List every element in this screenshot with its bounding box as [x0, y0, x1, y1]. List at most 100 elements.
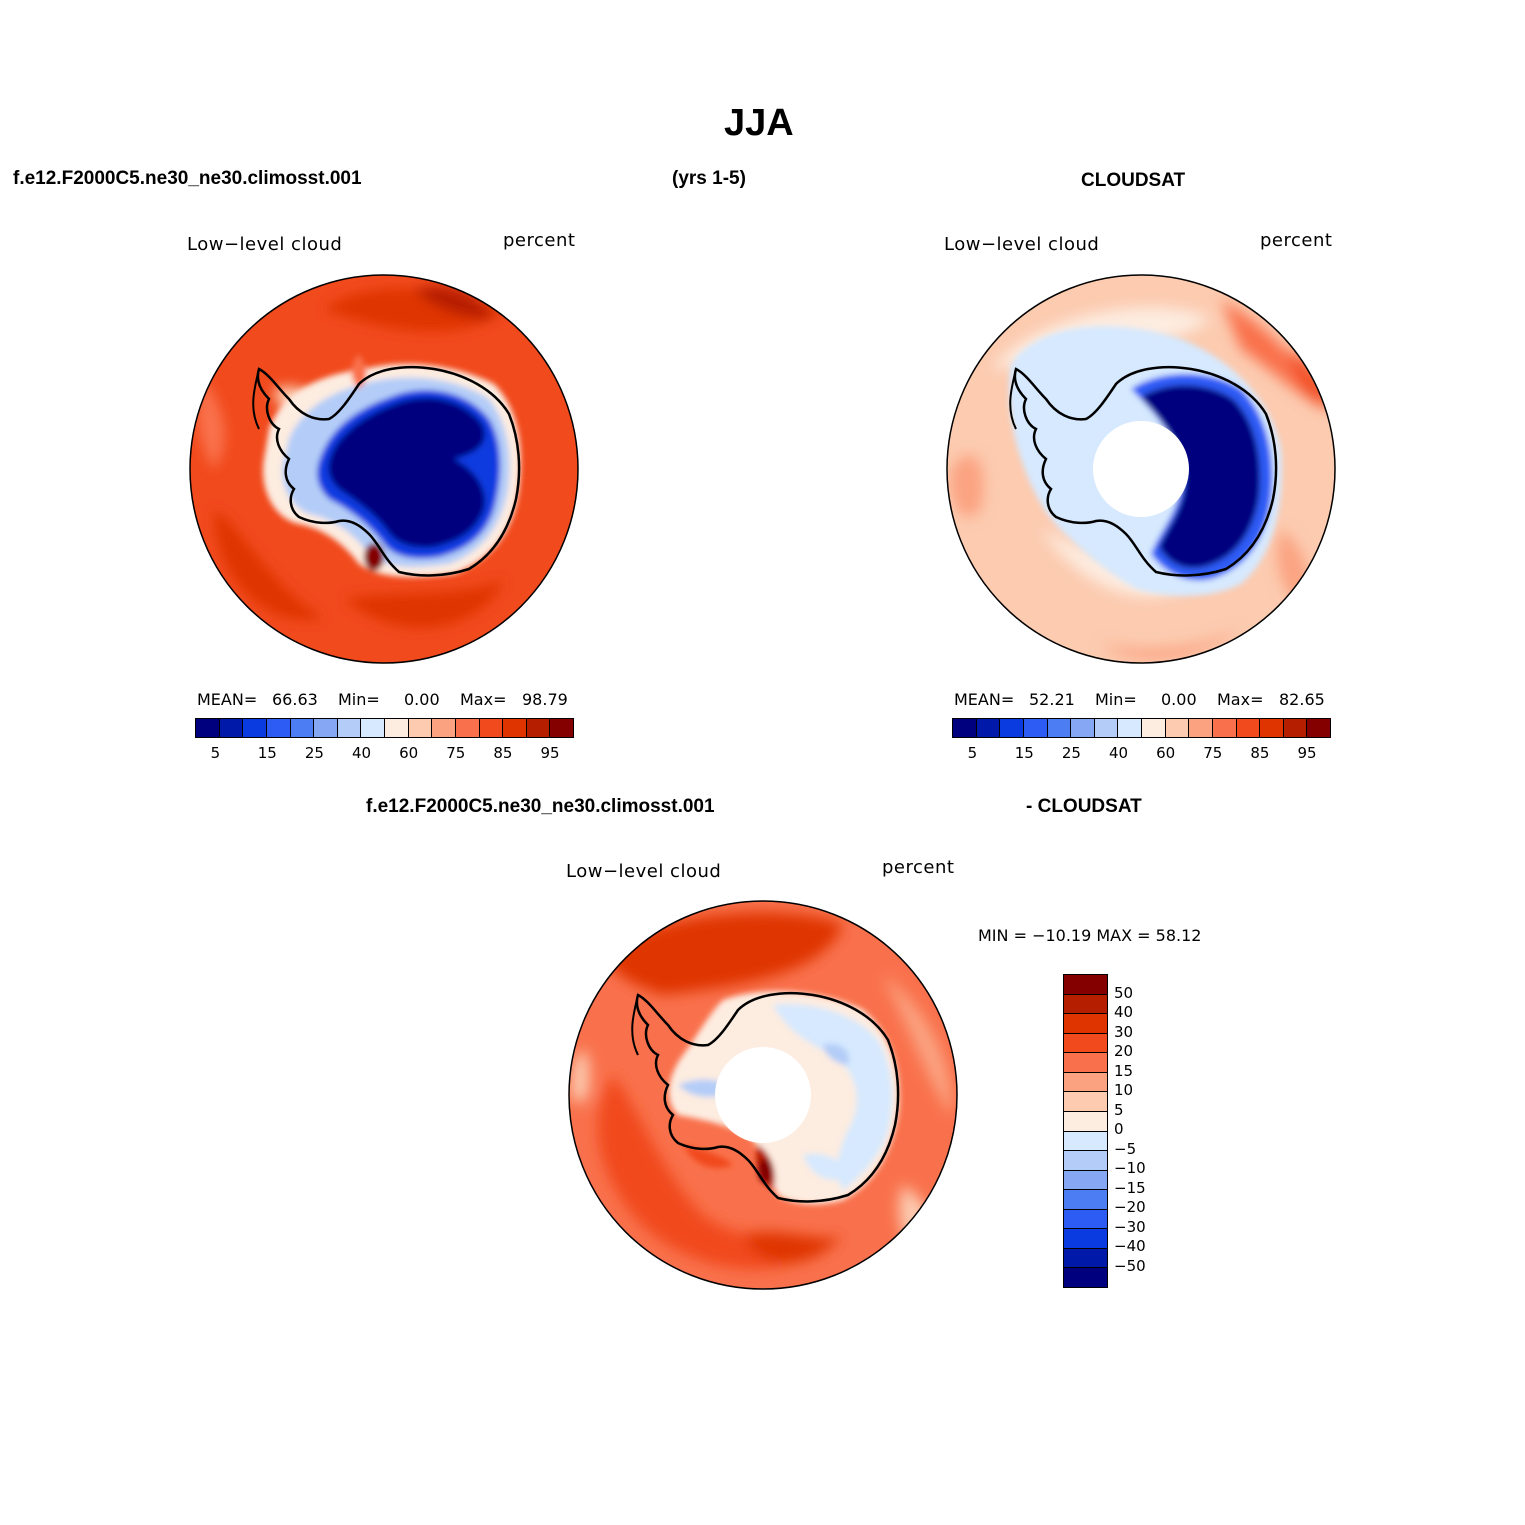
colorbar-swatch — [1064, 1190, 1107, 1210]
colorbar-swatch — [290, 719, 315, 737]
colorbar-swatch — [1064, 1151, 1107, 1171]
obs-name-title: CLOUDSAT — [1081, 170, 1186, 191]
colorbar-swatch — [1142, 719, 1166, 737]
colorbar-tick-label: −5 — [1114, 1139, 1137, 1158]
colorbar-tick-label: 15 — [1114, 1061, 1134, 1080]
colorbar-tick-label: 60 — [1156, 744, 1176, 762]
colorbar-swatch — [1064, 1014, 1107, 1034]
colorbar-tick-label: 95 — [540, 744, 560, 762]
colorbar-swatch — [1094, 719, 1119, 737]
model-min-label: Min= — [338, 690, 380, 709]
colorbar-swatch — [1047, 719, 1072, 737]
colorbar-swatch — [1064, 1229, 1107, 1249]
model-mean-value: 66.63 — [272, 690, 318, 709]
case-name-title: f.e12.F2000C5.ne30_ne30.climosst.001 — [13, 168, 362, 189]
colorbar-swatch — [1064, 1072, 1107, 1093]
obs-min-label: Min= — [1095, 690, 1137, 709]
colorbar-tick-label: 30 — [1114, 1022, 1134, 1041]
colorbar-swatch — [1165, 719, 1190, 737]
model-antarctica-coastline — [256, 365, 521, 577]
diff-polar-map — [568, 900, 958, 1290]
model-panel-variable-label: Low−level cloud — [187, 234, 343, 255]
diff-title-right: - CLOUDSAT — [1026, 796, 1142, 817]
colorbar-tick-label: 5 — [210, 744, 221, 762]
colorbar-swatch — [314, 719, 338, 737]
colorbar-swatch — [1307, 719, 1330, 737]
colorbar-swatch — [337, 719, 362, 737]
colorbar-swatch — [1064, 1111, 1107, 1132]
obs-colorbar — [952, 718, 1331, 738]
colorbar-tick-label: 25 — [1061, 744, 1081, 762]
colorbar-swatch — [479, 719, 504, 737]
colorbar-tick-label: −40 — [1114, 1237, 1146, 1255]
colorbar-tick-label: −15 — [1114, 1178, 1146, 1197]
years-label: (yrs 1-5) — [672, 168, 746, 189]
obs-min-value: 0.00 — [1161, 690, 1197, 709]
obs-panel-variable-label: Low−level cloud — [944, 234, 1100, 255]
diff-minmax-text: MIN = −10.19 MAX = 58.12 — [978, 926, 1202, 945]
obs-max-label: Max= — [1217, 690, 1264, 709]
colorbar-swatch — [1000, 719, 1024, 737]
colorbar-tick-label: 40 — [351, 744, 372, 762]
colorbar-swatch — [266, 719, 291, 737]
colorbar-swatch — [976, 719, 1001, 737]
colorbar-tick-label: 95 — [1297, 744, 1317, 762]
model-max-label: Max= — [460, 690, 507, 709]
colorbar-swatch — [408, 719, 433, 737]
model-max-value: 98.79 — [522, 690, 568, 709]
colorbar-swatch — [196, 719, 220, 737]
obs-antarctica-coastline — [1013, 365, 1278, 577]
model-polar-map — [189, 274, 579, 664]
colorbar-swatch — [1260, 719, 1284, 737]
colorbar-swatch — [1064, 975, 1107, 995]
model-colorbar — [195, 718, 574, 738]
colorbar-tick-label: −30 — [1114, 1217, 1146, 1236]
model-map-border — [189, 274, 579, 664]
colorbar-swatch — [1064, 1209, 1107, 1230]
colorbar-swatch — [550, 719, 573, 737]
colorbar-swatch — [953, 719, 977, 737]
colorbar-tick-label: 25 — [304, 744, 324, 762]
obs-mean-label: MEAN= — [954, 690, 1015, 709]
colorbar-swatch — [1064, 1170, 1107, 1191]
colorbar-tick-label: −20 — [1114, 1198, 1146, 1216]
colorbar-tick-label: 50 — [1114, 983, 1134, 1002]
obs-max-value: 82.65 — [1279, 690, 1325, 709]
colorbar-swatch — [1118, 719, 1142, 737]
colorbar-tick-label: 60 — [399, 744, 419, 762]
colorbar-tick-label: 85 — [493, 744, 513, 762]
colorbar-tick-label: 85 — [1250, 744, 1270, 762]
colorbar-swatch — [1023, 719, 1048, 737]
obs-polar-map — [946, 274, 1336, 664]
colorbar-swatch — [1064, 1053, 1107, 1073]
colorbar-tick-label: −50 — [1114, 1256, 1146, 1275]
colorbar-swatch — [1212, 719, 1237, 737]
colorbar-tick-label: 75 — [446, 744, 466, 762]
colorbar-tick-label: 15 — [1014, 744, 1034, 762]
colorbar-tick-label: 40 — [1114, 1003, 1134, 1021]
obs-mean-value: 52.21 — [1029, 690, 1075, 709]
colorbar-swatch — [1071, 719, 1095, 737]
colorbar-swatch — [1064, 994, 1107, 1015]
colorbar-swatch — [503, 719, 527, 737]
season-title: JJA — [724, 102, 794, 144]
colorbar-tick-label: 10 — [1114, 1081, 1134, 1099]
diff-colorbar — [1063, 974, 1108, 1288]
colorbar-swatch — [219, 719, 244, 737]
colorbar-swatch — [455, 719, 480, 737]
colorbar-swatch — [1064, 1131, 1107, 1152]
colorbar-tick-label: 0 — [1114, 1120, 1124, 1138]
model-panel-units-label: percent — [503, 230, 576, 251]
colorbar-swatch — [526, 719, 551, 737]
diff-panel-units-label: percent — [882, 857, 955, 878]
colorbar-tick-label: 20 — [1114, 1042, 1134, 1060]
colorbar-swatch — [1064, 1033, 1107, 1054]
model-mean-label: MEAN= — [197, 690, 258, 709]
colorbar-swatch — [1064, 1268, 1107, 1287]
colorbar-swatch — [432, 719, 456, 737]
colorbar-swatch — [1064, 1092, 1107, 1112]
diff-antarctica-coastline — [635, 991, 900, 1203]
colorbar-tick-label: 5 — [967, 744, 978, 762]
obs-polar-data-gap — [1093, 421, 1189, 517]
colorbar-tick-label: −10 — [1114, 1159, 1146, 1177]
